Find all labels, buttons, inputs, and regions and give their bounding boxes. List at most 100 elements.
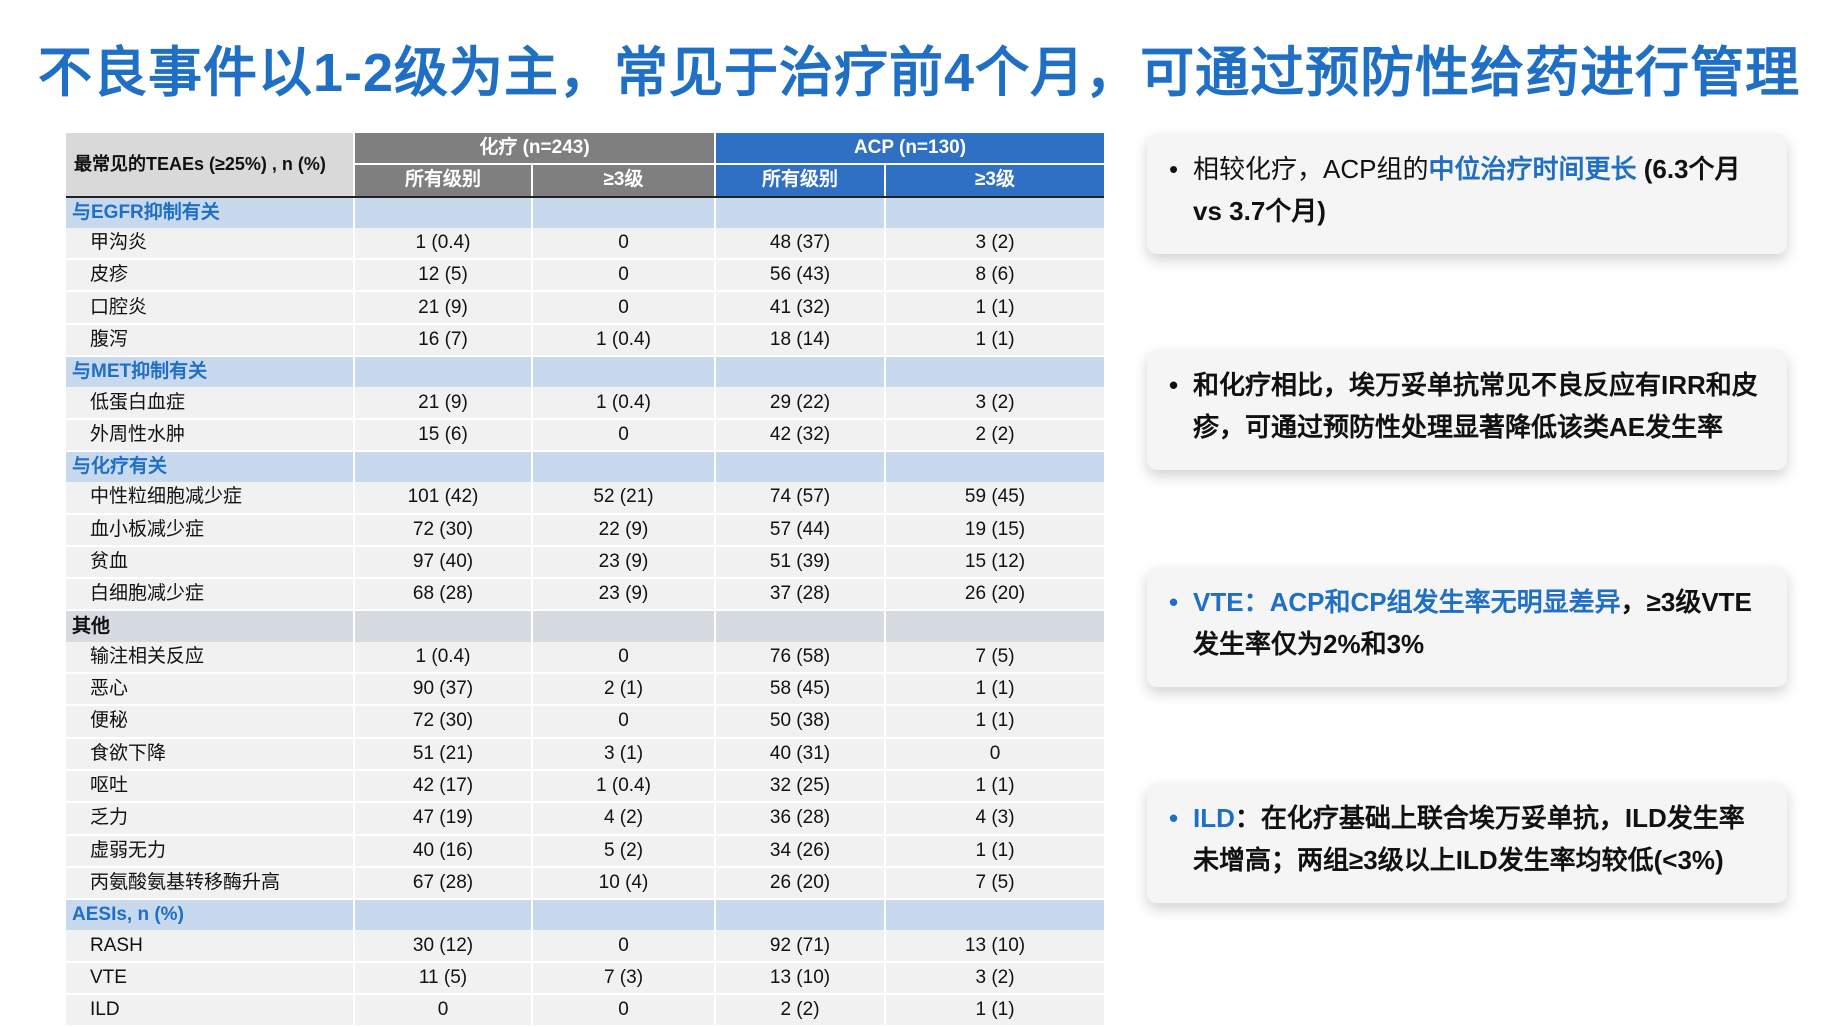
chemo-grade3-cell: 0 bbox=[531, 418, 715, 452]
section-empty-cell bbox=[531, 609, 715, 642]
section-title: 与化疗有关 bbox=[66, 449, 354, 483]
acp-all-grade-cell: 36 (28) bbox=[714, 802, 885, 836]
section-title: AESIs, n (%) bbox=[66, 898, 354, 931]
event-name-cell: 口腔炎 bbox=[66, 291, 354, 325]
section-empty-cell bbox=[353, 355, 532, 388]
acp-grade3-cell: 3 (2) bbox=[883, 961, 1105, 996]
chemo-grade3-cell: 2 (1) bbox=[531, 673, 715, 707]
chemo-grade3-cell: 10 (4) bbox=[531, 866, 715, 901]
acp-grade3-cell: 59 (45) bbox=[883, 482, 1105, 515]
bullet-icon: • bbox=[1169, 370, 1179, 400]
acp-all-grade-cell: 50 (38) bbox=[714, 705, 885, 739]
bullet-icon: • bbox=[1169, 803, 1179, 833]
event-name-cell: 便秘 bbox=[66, 705, 354, 739]
section-empty-cell bbox=[883, 195, 1105, 228]
event-name-cell: 低蛋白血症 bbox=[66, 387, 354, 420]
card-text-post: ，≥3级VTE发生率仅为2%和3% bbox=[1193, 587, 1752, 659]
card-text-highlight: VTE：ACP和CP组发生率无明显差异 bbox=[1193, 587, 1621, 617]
table-row: ILD 0 0 2 (2) 1 (1) bbox=[66, 994, 1105, 1027]
chemo-grade3-cell: 0 bbox=[531, 705, 715, 739]
event-name-cell: 贫血 bbox=[66, 545, 354, 580]
event-name-cell: 白细胞减少症 bbox=[66, 578, 354, 612]
chemo-all-grade-cell: 40 (16) bbox=[353, 834, 532, 868]
chemo-all-grade-cell: 16 (7) bbox=[353, 323, 532, 358]
table-row: 腹泻 16 (7) 1 (0.4) 18 (14) 1 (1) bbox=[66, 323, 1105, 358]
section-empty-cell bbox=[353, 609, 532, 642]
chemo-all-grade-cell: 0 bbox=[353, 994, 532, 1027]
event-name-cell: 甲沟炎 bbox=[66, 227, 354, 261]
note-card-irr-rash: • 和化疗相比，埃万妥单抗常见不良反应有IRR和皮疹，可通过预防性处理显著降低该… bbox=[1147, 350, 1787, 470]
acp-all-grade-cell: 37 (28) bbox=[714, 578, 885, 612]
chemo-all-grade-cell: 47 (19) bbox=[353, 802, 532, 836]
chemo-all-grade-cell: 1 (0.4) bbox=[353, 227, 532, 261]
event-name-cell: 乏力 bbox=[66, 802, 354, 836]
section-empty-cell bbox=[353, 195, 532, 228]
acp-grade3-cell: 3 (2) bbox=[883, 227, 1105, 261]
table-body: 与EGFR抑制有关 甲沟炎 1 (0.4) 0 48 (37) 3 (2) 皮疹 12 (5)… bbox=[66, 195, 1105, 1027]
acp-grade3-cell: 1 (1) bbox=[883, 673, 1105, 707]
note-card-vte: • VTE：ACP和CP组发生率无明显差异，≥3级VTE发生率仅为2%和3% bbox=[1147, 567, 1787, 687]
chemo-all-grade-cell: 72 (30) bbox=[353, 513, 532, 547]
section-empty-cell bbox=[714, 449, 885, 483]
acp-all-grade-cell: 40 (31) bbox=[714, 737, 885, 771]
section-empty-cell bbox=[531, 355, 715, 388]
chemo-grade3-cell: 7 (3) bbox=[531, 961, 715, 996]
page-title: 不良事件以1-2级为主，常见于治疗前4个月，可通过预防性给药进行管理 bbox=[38, 43, 1801, 103]
acp-grade3-cell: 1 (1) bbox=[883, 994, 1105, 1027]
table-label-header: 最常见的TEAEs (≥25%) , n (%) bbox=[66, 133, 354, 198]
bullet-icon: • bbox=[1169, 154, 1179, 184]
table-row: 外周性水肿 15 (6) 0 42 (32) 2 (2) bbox=[66, 418, 1105, 452]
chemo-all-grade-cell: 90 (37) bbox=[353, 673, 532, 707]
event-name-cell: 食欲下降 bbox=[66, 737, 354, 771]
event-name-cell: 呕吐 bbox=[66, 769, 354, 804]
chemo-all-grade-header: 所有级别 bbox=[353, 163, 532, 198]
section-empty-cell bbox=[531, 195, 715, 228]
event-name-cell: 中性粒细胞减少症 bbox=[66, 482, 354, 515]
note-card-ild: • ILD：在化疗基础上联合埃万妥单抗，ILD发生率未增高；两组≥3级以上ILD… bbox=[1147, 783, 1787, 903]
section-empty-cell bbox=[714, 898, 885, 931]
section-empty-cell bbox=[714, 355, 885, 388]
chemo-grade3-cell: 0 bbox=[531, 291, 715, 325]
table-row: 恶心 90 (37) 2 (1) 58 (45) 1 (1) bbox=[66, 673, 1105, 707]
event-name-cell: 恶心 bbox=[66, 673, 354, 707]
event-name-cell: 外周性水肿 bbox=[66, 418, 354, 452]
acp-all-grade-cell: 34 (26) bbox=[714, 834, 885, 868]
section-title: 与EGFR抑制有关 bbox=[66, 195, 354, 228]
section-empty-cell bbox=[714, 609, 885, 642]
acp-grade3-cell: 3 (2) bbox=[883, 387, 1105, 420]
event-name-cell: RASH bbox=[66, 930, 354, 963]
acp-all-grade-cell: 48 (37) bbox=[714, 227, 885, 261]
acp-all-grade-cell: 58 (45) bbox=[714, 673, 885, 707]
section-empty-cell bbox=[353, 449, 532, 483]
acp-group-header: ACP (n=130) bbox=[713, 133, 1105, 165]
acp-all-grade-header: 所有级别 bbox=[714, 163, 885, 198]
chemo-grade3-cell: 23 (9) bbox=[531, 545, 715, 580]
card-text-highlight: 中位治疗时间更长 bbox=[1428, 154, 1637, 184]
chemo-grade3-cell: 0 bbox=[531, 227, 715, 261]
section-header-row: 与MET抑制有关 bbox=[66, 355, 1105, 388]
acp-grade3-cell: 1 (1) bbox=[883, 705, 1105, 739]
table-row: 丙氨酸氨基转移酶升高 67 (28) 10 (4) 26 (20) 7 (5) bbox=[66, 866, 1105, 901]
acp-all-grade-cell: 32 (25) bbox=[714, 769, 885, 804]
acp-all-grade-cell: 2 (2) bbox=[714, 994, 885, 1027]
event-name-cell: 腹泻 bbox=[66, 323, 354, 358]
chemo-grade3-cell: 4 (2) bbox=[531, 802, 715, 836]
chemo-grade3-cell: 1 (0.4) bbox=[531, 323, 715, 358]
bullet-icon: • bbox=[1169, 587, 1179, 617]
section-empty-cell bbox=[353, 898, 532, 931]
acp-grade3-cell: 8 (6) bbox=[883, 259, 1105, 293]
acp-grade3-header: ≥3级 bbox=[883, 163, 1105, 198]
chemo-all-grade-cell: 11 (5) bbox=[353, 961, 532, 996]
card-text: 和化疗相比，埃万妥单抗常见不良反应有IRR和皮疹，可通过预防性处理显著降低该类A… bbox=[1193, 370, 1758, 442]
event-name-cell: 丙氨酸氨基转移酶升高 bbox=[66, 866, 354, 901]
acp-grade3-cell: 1 (1) bbox=[883, 291, 1105, 325]
acp-all-grade-cell: 51 (39) bbox=[714, 545, 885, 580]
chemo-all-grade-cell: 12 (5) bbox=[353, 259, 532, 293]
chemo-grade3-header: ≥3级 bbox=[531, 163, 715, 198]
card-text-pre: 相较化疗，ACP组的 bbox=[1193, 154, 1429, 184]
chemo-grade3-cell: 22 (9) bbox=[531, 513, 715, 547]
acp-grade3-cell: 2 (2) bbox=[883, 418, 1105, 452]
event-name-cell: 血小板减少症 bbox=[66, 513, 354, 547]
chemo-grade3-cell: 0 bbox=[531, 994, 715, 1027]
acp-all-grade-cell: 18 (14) bbox=[714, 323, 885, 358]
